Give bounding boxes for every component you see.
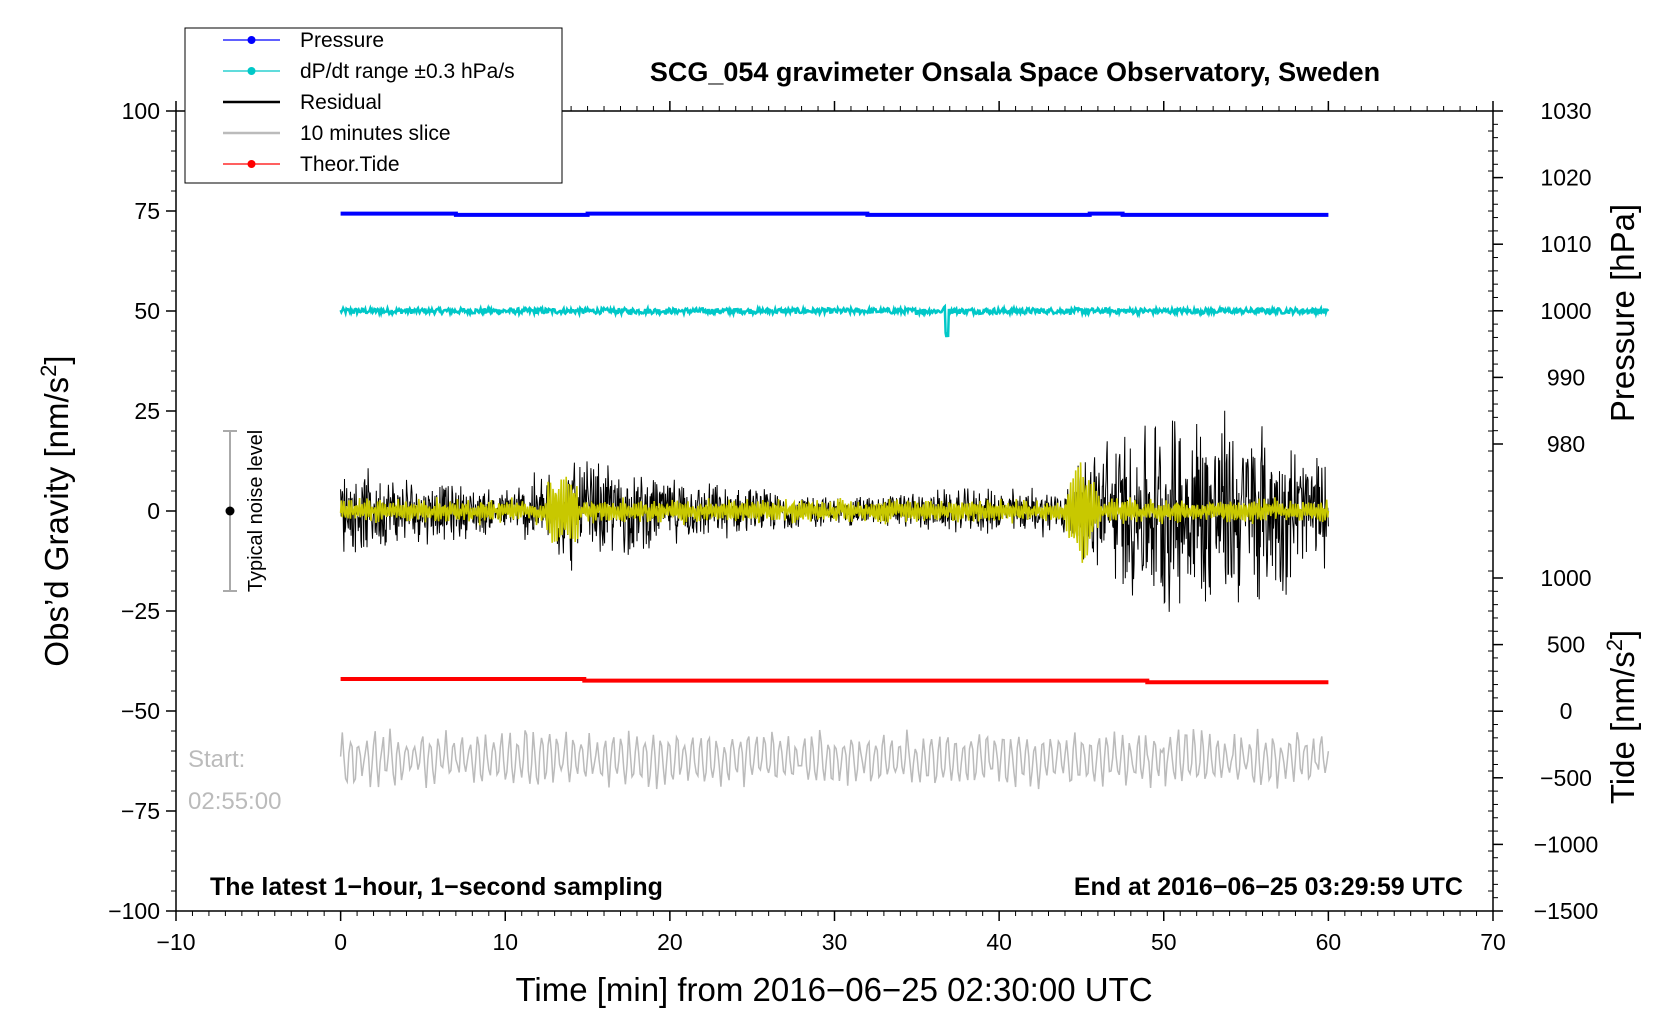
noise-center-dot: [225, 506, 235, 516]
y-tick-label-left: 100: [122, 98, 160, 124]
noise-label: Typical noise level: [245, 430, 267, 592]
x-axis-title: Time [min] from 2016−06−25 02:30:00 UTC: [515, 971, 1152, 1008]
slice-start-time: 02:55:00: [188, 788, 281, 815]
tide-tick-label: 1000: [1540, 565, 1591, 591]
legend-item: Residual: [223, 91, 382, 114]
chart-title: SCG_054 gravimeter Onsala Space Observat…: [650, 57, 1380, 87]
tide-tick-label: −1500: [1534, 898, 1599, 924]
legend-item: 10 minutes slice: [223, 122, 451, 145]
slice-line: [339, 728, 1330, 790]
tide-tick-label: 500: [1547, 632, 1585, 658]
x-tick-label: 70: [1480, 929, 1506, 955]
pressure-tick-label: 1000: [1540, 298, 1591, 324]
x-tick-label: 10: [492, 929, 518, 955]
tide-tick-label: −1000: [1534, 831, 1599, 857]
residual-smoothed-line: [339, 462, 1330, 563]
bottom-right-note: End at 2016−06−25 03:29:59 UTC: [1074, 873, 1463, 901]
y-tick-label-left: 50: [134, 298, 160, 324]
pressure-tick-label: 1010: [1540, 231, 1591, 257]
y-axis-title-tide: Tide [nm/s2]: [1602, 630, 1641, 804]
bottom-left-note: The latest 1−hour, 1−second sampling: [210, 873, 663, 901]
legend-item: Theor.Tide: [223, 153, 400, 176]
y-tick-label-left: −100: [108, 898, 160, 924]
x-tick-label: 60: [1316, 929, 1342, 955]
y-tick-label-left: −75: [121, 798, 160, 824]
tide-line: [340, 677, 1329, 685]
pressure-tick-label: 990: [1547, 364, 1585, 390]
pressure-tick-label: 1020: [1540, 165, 1591, 191]
x-tick-label: 30: [822, 929, 848, 955]
legend-label: dP/dt range ±0.3 hPa/s: [300, 60, 515, 83]
legend: Pressure dP/dt range ±0.3 hPa/s Residual 10…: [184, 27, 563, 184]
y-axis-title-pressure: Pressure [hPa]: [1604, 204, 1641, 422]
legend-swatch-marker: [247, 36, 256, 44]
x-tick-label: 20: [657, 929, 683, 955]
x-tick-label: −10: [156, 929, 195, 955]
noise-indicator: Typical noise level: [223, 430, 267, 592]
legend-label: Pressure: [300, 29, 384, 52]
legend-label: 10 minutes slice: [300, 122, 451, 145]
pressure-line: [340, 211, 1329, 217]
legend-swatch-marker: [247, 67, 256, 75]
y-axis-title-left: Obs’d Gravity [nm/s2]: [36, 355, 75, 666]
series-layer: [339, 211, 1330, 790]
y-tick-label-left: 75: [134, 198, 160, 224]
slice-start-label: Start:: [188, 746, 245, 773]
y-tick-label-left: 25: [134, 398, 160, 424]
y-tick-label-left: −50: [121, 698, 160, 724]
pressure-tick-label: 1030: [1540, 98, 1591, 124]
legend-label: Residual: [300, 91, 382, 114]
legend-item: Pressure: [223, 29, 384, 52]
pressure-tick-label: 980: [1547, 431, 1585, 457]
x-tick-label: 40: [986, 929, 1012, 955]
dpdt-line: [339, 303, 1330, 338]
x-tick-label: 0: [334, 929, 347, 955]
y-tick-label-left: 0: [147, 498, 160, 524]
legend-item: dP/dt range ±0.3 hPa/s: [223, 60, 515, 83]
legend-box: [184, 27, 563, 184]
y-tick-label-left: −25: [121, 598, 160, 624]
tide-tick-label: −500: [1540, 765, 1592, 791]
legend-label: Theor.Tide: [300, 153, 400, 176]
x-tick-label: 50: [1151, 929, 1177, 955]
tide-tick-label: 0: [1560, 698, 1573, 724]
axis-ticks: −10 0 10 20 30 40 50 60 701007550250−25−50−75−10…: [108, 98, 1598, 955]
legend-swatch-marker: [247, 160, 256, 168]
